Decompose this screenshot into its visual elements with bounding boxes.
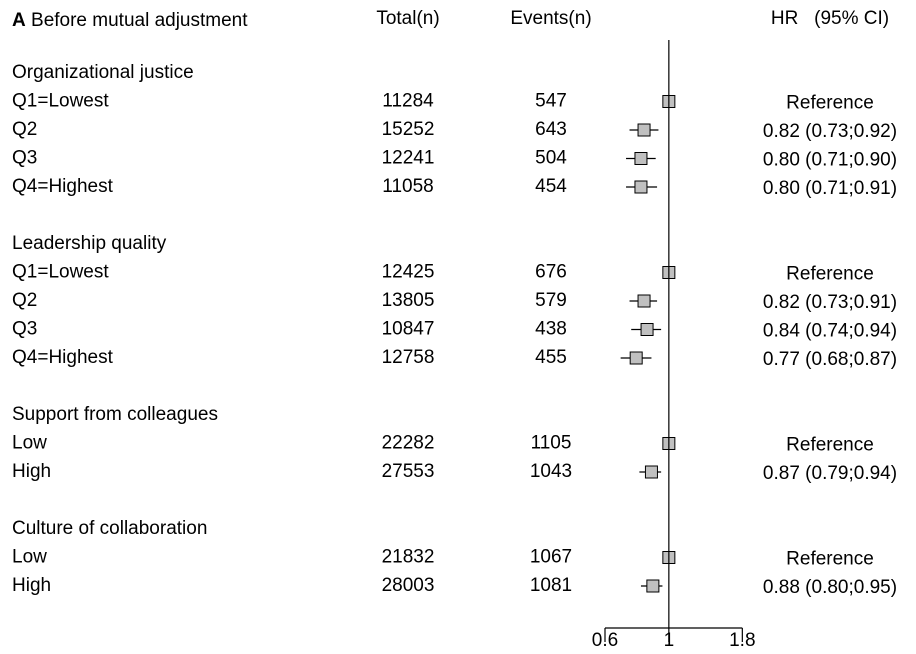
title-text: Before mutual adjustment — [31, 10, 248, 31]
total-n: 13805 — [382, 290, 435, 311]
group-label: Leadership quality — [12, 233, 167, 254]
panel-label: A — [12, 10, 26, 31]
row-label: Low — [12, 433, 47, 454]
row-label: Q4=Highest — [12, 347, 114, 368]
events-n: 1043 — [530, 461, 572, 482]
events-n: 579 — [535, 290, 567, 311]
row-label: Q3 — [12, 319, 37, 340]
row-label: Q2 — [12, 119, 37, 140]
row-label: Q4=Highest — [12, 176, 114, 197]
total-n: 11284 — [382, 91, 434, 112]
row-label: High — [12, 461, 51, 482]
hr-marker — [644, 465, 658, 479]
hr-label: 0.88 (0.80;0.95) — [763, 577, 897, 598]
total-n: 12241 — [382, 148, 435, 169]
chart-title: A Before mutual adjustment — [12, 10, 248, 31]
group-label: Organizational justice — [12, 62, 194, 83]
group-label: Support from colleagues — [12, 404, 218, 425]
hr-label: 0.80 (0.71;0.90) — [763, 150, 897, 171]
column-header: Events(n) — [510, 8, 591, 29]
hr-marker — [646, 579, 660, 593]
hr-label: 0.82 (0.73;0.92) — [763, 121, 897, 142]
hr-marker — [634, 180, 648, 194]
hr-marker — [629, 351, 643, 365]
events-n: 438 — [535, 319, 567, 340]
hr-label: Reference — [786, 435, 874, 456]
total-n: 12758 — [382, 347, 435, 368]
x-tick-label: 1.8 — [729, 630, 755, 651]
column-header: Total(n) — [376, 8, 439, 29]
hr-label: 0.77 (0.68;0.87) — [763, 349, 897, 370]
hr-marker — [637, 294, 651, 308]
total-n: 10847 — [382, 319, 435, 340]
row-label: High — [12, 575, 51, 596]
group-label: Culture of collaboration — [12, 518, 207, 539]
x-tick-label: 0.6 — [592, 630, 618, 651]
hr-label: 0.82 (0.73;0.91) — [763, 292, 897, 313]
x-tick-label: 1 — [664, 630, 675, 651]
hr-label: Reference — [786, 549, 874, 570]
events-n: 454 — [535, 176, 567, 197]
hr-marker — [634, 152, 648, 165]
events-n: 1081 — [530, 575, 572, 596]
total-n: 12425 — [382, 262, 435, 283]
column-header: HR (95% CI) — [771, 8, 889, 29]
total-n: 22282 — [382, 433, 435, 454]
hr-marker — [637, 123, 651, 137]
hr-label: 0.84 (0.74;0.94) — [763, 321, 897, 342]
total-n: 11058 — [382, 176, 433, 197]
row-label: Q2 — [12, 290, 37, 311]
total-n: 28003 — [382, 575, 435, 596]
events-n: 1105 — [531, 433, 572, 454]
events-n: 676 — [535, 262, 567, 283]
row-label: Q3 — [12, 148, 37, 169]
hr-label: 0.87 (0.79;0.94) — [763, 463, 897, 484]
row-label: Q1=Lowest — [12, 262, 109, 283]
events-n: 1067 — [530, 547, 572, 568]
total-n: 27553 — [382, 461, 435, 482]
events-n: 643 — [535, 119, 567, 140]
events-n: 547 — [535, 91, 567, 112]
hr-label: Reference — [786, 93, 874, 114]
events-n: 455 — [535, 347, 567, 368]
row-label: Q1=Lowest — [12, 91, 109, 112]
total-n: 15252 — [382, 119, 435, 140]
events-n: 504 — [535, 148, 567, 169]
row-label: Low — [12, 547, 47, 568]
hr-label: Reference — [786, 264, 874, 285]
hr-label: 0.80 (0.71;0.91) — [763, 178, 897, 199]
total-n: 21832 — [382, 547, 435, 568]
hr-marker — [640, 323, 654, 336]
